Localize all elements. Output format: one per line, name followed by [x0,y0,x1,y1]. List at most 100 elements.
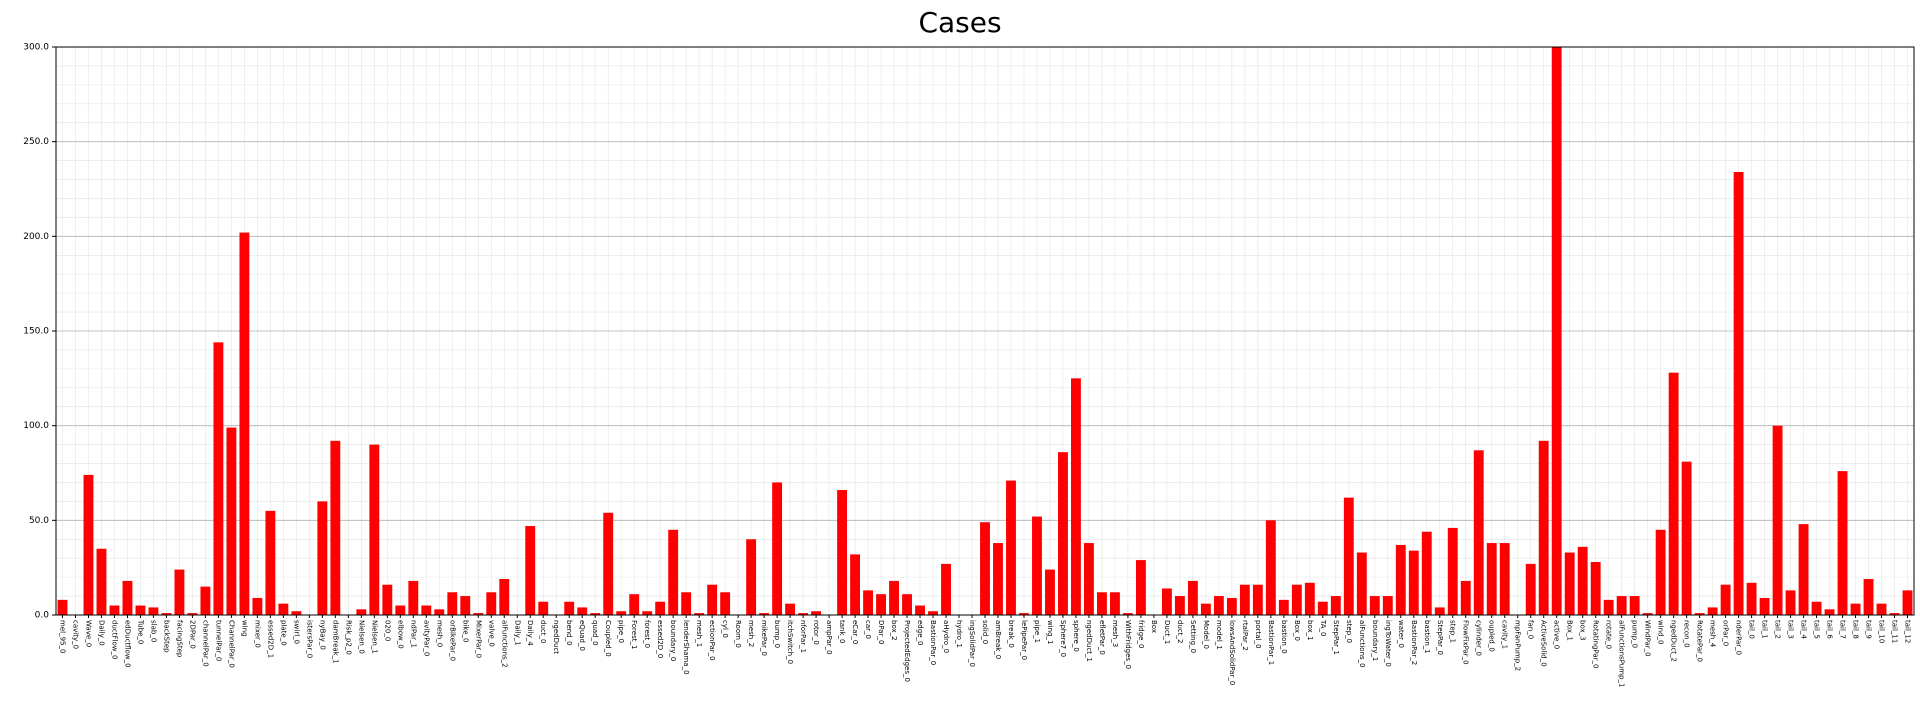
bar [187,613,198,615]
bar [837,490,848,615]
bar [772,482,783,615]
x-tick-label: Forest_1 [630,620,638,649]
y-tick-label: 250.0 [23,137,49,147]
bar [213,342,224,615]
bar [1486,543,1497,615]
x-tick-label: ActiveSolid_0 [1540,620,1548,667]
bar [291,611,302,615]
bar [1291,584,1302,615]
bar [1681,461,1692,615]
x-tick-label: efletPar_0 [1098,620,1106,655]
bar [616,611,627,615]
x-tick-label: rtalPar_2 [1241,620,1249,651]
bar [785,603,796,615]
x-tick-label: BastionPar_2 [1410,620,1418,665]
bar [1746,582,1757,615]
x-tick-label: fan_0 [1527,620,1535,639]
x-tick-label: tail_5 [1813,620,1821,639]
bar [1720,584,1731,615]
bar [850,554,861,615]
x-tick-label: valve_0 [487,620,495,647]
bar [252,597,263,615]
x-tick-label: mixer_0 [253,620,261,648]
bar [993,543,1003,615]
x-tick-label: nderPar_0 [1735,620,1743,655]
x-tick-label: hydro_1 [955,620,963,648]
bar [434,609,445,615]
x-tick-label: ProjectedEdges_0 [903,620,911,682]
x-tick-label: alFunctionsPump_1 [1618,620,1626,687]
x-tick-label: mesh_3 [1111,620,1119,647]
x-tick-label: orBikePar_0 [448,620,456,661]
bar [1330,596,1341,615]
bar [369,444,380,615]
x-tick-label: tank_0 [838,620,846,643]
bar [707,584,718,615]
x-tick-label: TA_0 [1319,619,1327,636]
x-tick-label: Wave_0 [84,620,92,647]
x-tick-label: ngedDuct_1 [1085,620,1093,662]
bar [1058,452,1068,615]
bar [278,603,289,615]
bar [1538,440,1549,615]
x-tick-label: boundary_0 [669,620,677,661]
bar [135,605,146,615]
bar [1590,561,1601,615]
x-tick-label: lePipePar_0 [1020,620,1028,660]
bar [408,580,419,615]
bar [421,605,432,615]
x-tick-label: essed2D_0 [656,620,664,658]
bar [1045,569,1055,615]
x-tick-label: itchSwitch_0 [786,620,794,664]
bar [1889,613,1900,615]
bar [525,526,536,615]
bar [720,592,731,615]
bar [1135,560,1146,615]
x-tick-label: amBreak_0 [994,620,1002,659]
x-tick-label: mesh_1 [695,620,703,647]
x-tick-label: bend_0 [565,620,573,646]
x-tick-label: backStep [162,620,170,653]
bar [1759,597,1770,615]
x-tick-label: cylinder_0 [1475,620,1483,656]
x-tick-label: bump_0 [773,620,781,648]
bar [655,601,666,615]
x-tick-label: facingStep [175,620,183,658]
bar [980,522,990,615]
bar [1343,497,1354,615]
x-tick-label: orPar_0 [1722,620,1730,646]
x-tick-label: tail_3 [1787,620,1795,639]
bar [1434,607,1445,615]
x-tick-label: fridge_0 [1137,620,1145,648]
x-tick-label: Box_1 [1566,620,1574,641]
x-tick-label: Model_0 [1202,620,1210,649]
x-tick-label: alFunctions_0 [1358,620,1366,668]
x-tick-label: ChannelPar_0 [227,620,235,668]
x-tick-label: WindPar_0 [1644,620,1652,657]
x-tick-label: BastionPar_1 [1267,620,1275,665]
x-tick-label: tail_0 [1748,620,1756,639]
x-tick-label: pump_0 [1631,620,1639,648]
bar [1499,543,1510,615]
x-tick-label: StepPar_0 [1436,620,1444,655]
x-tick-label: break_0 [1007,620,1015,648]
x-tick-label: tail_7 [1839,620,1847,639]
x-tick-label: Duct_1 [1163,620,1171,644]
y-tick-label: 0.0 [35,611,50,621]
x-tick-label: ampPar_0 [825,620,833,655]
x-tick-label: wind_0 [1657,620,1665,645]
bar [1863,579,1874,615]
x-tick-label: duct_2 [1176,620,1184,643]
y-tick-label: 300.0 [23,43,49,53]
x-tick-label: car_0 [864,620,872,639]
bar [1317,601,1328,615]
bar [1473,450,1484,615]
x-tick-label: Daily_4 [526,620,534,646]
bar [447,592,458,615]
bar [1824,609,1835,615]
x-tick-label: step_1 [1449,620,1457,643]
x-tick-label: Tube_0 [136,619,144,644]
bar [1174,596,1185,615]
x-tick-label: StepPar_1 [1332,620,1340,655]
